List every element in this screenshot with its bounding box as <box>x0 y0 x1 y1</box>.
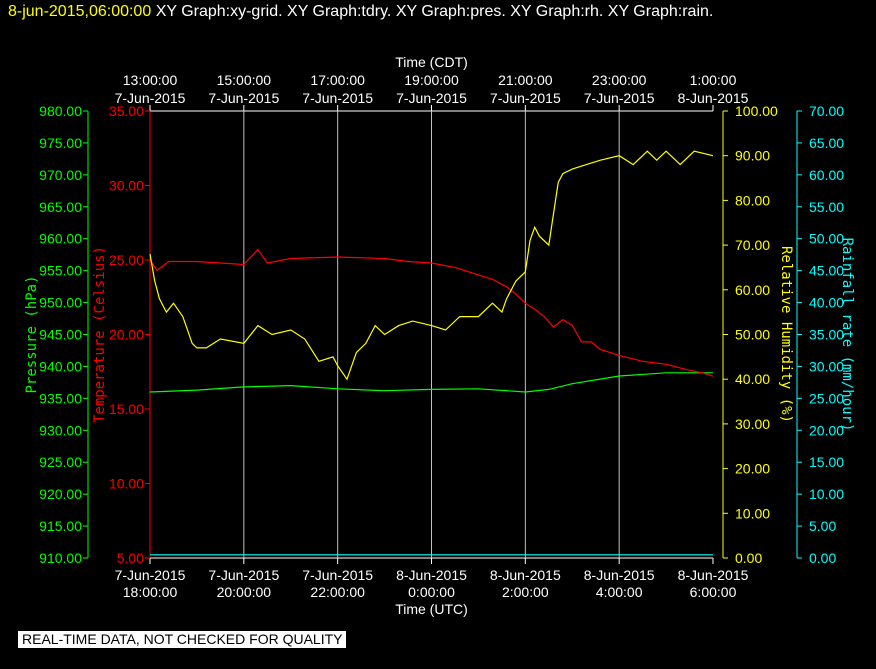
y-axis-title-rain: Rainfall rate (mm/hour) <box>839 238 855 432</box>
y-tick-label-rh: 30.00 <box>735 416 770 432</box>
y-tick-label-rain: 0.00 <box>809 550 836 566</box>
y-tick-label-rain: 65.00 <box>809 135 844 151</box>
y-tick-label-rh: 0.00 <box>735 550 762 566</box>
x-tick-label-top-time: 21:00:00 <box>498 72 553 88</box>
header-graph-rain: XY Graph:rain. <box>607 3 714 20</box>
x-tick-label-top-time: 1:00:00 <box>690 72 737 88</box>
x-tick-label-bottom-date: 7-Jun-2015 <box>302 567 373 583</box>
y-tick-label-pres: 930.00 <box>39 422 82 438</box>
series-line-rh <box>149 150 714 381</box>
y-tick-label-pres: 960.00 <box>39 231 82 247</box>
x-tick-label-bottom-date: 7-Jun-2015 <box>208 567 279 583</box>
y-tick-label-rh: 50.00 <box>735 327 770 343</box>
x-tick-label-top-date: 7-Jun-2015 <box>115 90 186 106</box>
y-tick-label-pres: 970.00 <box>39 167 82 183</box>
x-tick-label-top-time: 23:00:00 <box>592 72 647 88</box>
y-tick-label-pres: 935.00 <box>39 390 82 406</box>
y-axis-title-rh: Relative Humidity (%) <box>778 246 794 423</box>
x-tick-label-top-time: 17:00:00 <box>310 72 365 88</box>
x-tick-label-top-date: 8-Jun-2015 <box>678 90 749 106</box>
y-tick-label-tdry: 35.00 <box>109 103 144 119</box>
header-graph-rh: XY Graph:rh. <box>510 3 604 20</box>
x-axis-title-bottom: Time (UTC) <box>395 601 468 617</box>
y-tick-label-tdry: 20.00 <box>109 327 144 343</box>
y-tick-label-rh: 100.00 <box>735 103 778 119</box>
y-tick-label-rain: 20.00 <box>809 422 844 438</box>
y-tick-label-rain: 15.00 <box>809 454 844 470</box>
x-tick-label-top-time: 15:00:00 <box>217 72 272 88</box>
x-tick-label-bottom-date: 8-Jun-2015 <box>396 567 467 583</box>
y-tick-label-pres: 965.00 <box>39 199 82 215</box>
x-tick-label-top-time: 19:00:00 <box>404 72 459 88</box>
y-tick-label-rh: 40.00 <box>735 371 770 387</box>
y-tick-label-tdry: 5.00 <box>117 550 144 566</box>
y-tick-label-rh: 80.00 <box>735 192 770 208</box>
x-tick-label-top-date: 7-Jun-2015 <box>584 90 655 106</box>
y-tick-label-rain: 55.00 <box>809 199 844 215</box>
x-tick-label-bottom-date: 8-Jun-2015 <box>584 567 655 583</box>
x-tick-label-top-date: 7-Jun-2015 <box>208 90 279 106</box>
y-tick-label-pres: 925.00 <box>39 454 82 470</box>
y-tick-label-rain: 5.00 <box>809 518 836 534</box>
y-tick-label-rain: 50.00 <box>809 231 844 247</box>
y-tick-label-tdry: 10.00 <box>109 476 144 492</box>
header-graph-pres: XY Graph:pres. <box>395 3 506 20</box>
y-tick-label-pres: 980.00 <box>39 103 82 119</box>
x-tick-label-top-date: 7-Jun-2015 <box>302 90 373 106</box>
header-graph-xy-grid: XY Graph:xy-grid. <box>155 3 283 20</box>
header-timestamp: 8-jun-2015,06:00:00 <box>8 3 152 20</box>
x-tick-label-bottom-time: 20:00:00 <box>217 584 272 600</box>
x-tick-label-top-date: 7-Jun-2015 <box>396 90 467 106</box>
y-tick-label-pres: 975.00 <box>39 135 82 151</box>
y-tick-label-pres: 920.00 <box>39 486 82 502</box>
y-tick-label-rh: 70.00 <box>735 237 770 253</box>
x-tick-label-bottom-time: 18:00:00 <box>123 584 178 600</box>
y-tick-label-pres: 955.00 <box>39 263 82 279</box>
x-tick-label-bottom-time: 6:00:00 <box>690 584 737 600</box>
y-tick-label-rh: 90.00 <box>735 148 770 164</box>
y-tick-label-rain: 10.00 <box>809 486 844 502</box>
header-title-line: 8-jun-2015,06:00:00 XY Graph:xy-grid. XY… <box>8 3 713 21</box>
y-tick-label-rh: 10.00 <box>735 505 770 521</box>
y-tick-label-rain: 40.00 <box>809 295 844 311</box>
y-tick-label-rain: 25.00 <box>809 390 844 406</box>
y-tick-label-rain: 30.00 <box>809 358 844 374</box>
x-tick-label-bottom-time: 2:00:00 <box>502 584 549 600</box>
series-line-pres <box>149 372 713 393</box>
x-tick-label-bottom-time: 4:00:00 <box>596 584 643 600</box>
x-tick-label-bottom-date: 7-Jun-2015 <box>115 567 186 583</box>
y-tick-label-pres: 910.00 <box>39 550 82 566</box>
y-tick-label-tdry: 30.00 <box>109 178 144 194</box>
y-tick-label-tdry: 15.00 <box>109 401 144 417</box>
x-tick-label-bottom-date: 8-Jun-2015 <box>678 567 749 583</box>
y-axis-title-pres: Pressure (hPa) <box>24 275 40 393</box>
y-tick-label-rh: 60.00 <box>735 282 770 298</box>
x-tick-label-top-date: 7-Jun-2015 <box>490 90 561 106</box>
x-tick-label-bottom-time: 0:00:00 <box>408 584 455 600</box>
header-graph-tdry: XY Graph:tdry. <box>287 3 392 20</box>
y-tick-label-pres: 940.00 <box>39 358 82 374</box>
x-tick-label-bottom-date: 8-Jun-2015 <box>490 567 561 583</box>
y-tick-label-rain: 70.00 <box>809 103 844 119</box>
y-tick-label-tdry: 25.00 <box>109 252 144 268</box>
y-tick-label-pres: 945.00 <box>39 327 82 343</box>
y-tick-label-rain: 60.00 <box>809 167 844 183</box>
y-tick-label-rain: 35.00 <box>809 327 844 343</box>
quality-notice: REAL-TIME DATA, NOT CHECKED FOR QUALITY <box>18 631 347 648</box>
y-axis-title-tdry: Temperature (Celsius) <box>92 246 108 423</box>
x-axis-title-top: Time (CDT) <box>395 54 468 70</box>
y-tick-label-rain: 45.00 <box>809 263 844 279</box>
x-tick-label-top-time: 13:00:00 <box>123 72 178 88</box>
y-tick-label-pres: 950.00 <box>39 295 82 311</box>
x-tick-label-bottom-time: 22:00:00 <box>310 584 365 600</box>
y-tick-label-pres: 915.00 <box>39 518 82 534</box>
y-tick-label-rh: 20.00 <box>735 461 770 477</box>
